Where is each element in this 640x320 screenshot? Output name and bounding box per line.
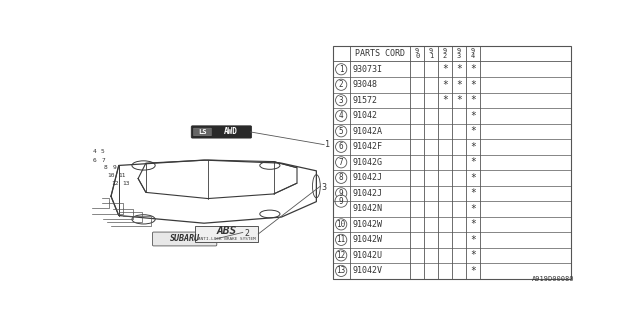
Text: SUBARU: SUBARU: [170, 235, 200, 244]
Text: *: *: [470, 95, 476, 105]
Text: *: *: [470, 235, 476, 245]
Text: 5: 5: [100, 149, 104, 154]
Text: *: *: [470, 80, 476, 90]
Text: *: *: [442, 95, 448, 105]
Text: *: *: [470, 204, 476, 214]
Text: 9: 9: [113, 165, 116, 170]
Text: 9: 9: [339, 189, 344, 198]
Text: 91042U: 91042U: [352, 251, 382, 260]
FancyBboxPatch shape: [152, 232, 217, 246]
Text: 9: 9: [339, 196, 344, 205]
Text: 1: 1: [339, 65, 344, 74]
Text: 10: 10: [337, 220, 346, 229]
Text: 91042J: 91042J: [352, 173, 382, 182]
Text: *: *: [470, 142, 476, 152]
Text: *: *: [456, 80, 462, 90]
Text: *: *: [470, 111, 476, 121]
Text: *: *: [470, 64, 476, 74]
Text: 12: 12: [337, 251, 346, 260]
Text: 93073I: 93073I: [352, 65, 382, 74]
Text: ABS: ABS: [216, 227, 237, 236]
Text: 3: 3: [322, 182, 327, 191]
Text: 91042V: 91042V: [352, 266, 382, 276]
Text: 13: 13: [123, 181, 130, 186]
Text: 7: 7: [339, 158, 344, 167]
Text: *: *: [470, 173, 476, 183]
Text: 91042N: 91042N: [352, 204, 382, 213]
Text: 11: 11: [119, 173, 126, 178]
Text: 91042A: 91042A: [352, 127, 382, 136]
Text: 1: 1: [325, 140, 330, 149]
Text: *: *: [470, 188, 476, 198]
Circle shape: [335, 195, 348, 207]
Text: 91042F: 91042F: [352, 142, 382, 151]
Text: 6: 6: [92, 157, 96, 163]
Text: 8: 8: [103, 165, 107, 170]
FancyBboxPatch shape: [193, 128, 211, 136]
Text: 5: 5: [339, 127, 344, 136]
Text: *: *: [456, 95, 462, 105]
Bar: [333, 46, 572, 279]
Text: A919D00080: A919D00080: [532, 276, 575, 283]
Text: *: *: [470, 250, 476, 260]
Text: 93048: 93048: [352, 80, 377, 89]
Text: 11: 11: [337, 236, 346, 244]
Text: *: *: [470, 219, 476, 229]
Text: AWD: AWD: [224, 127, 238, 136]
Text: 7: 7: [102, 157, 106, 163]
Text: 6: 6: [339, 142, 344, 151]
Text: 8: 8: [339, 173, 344, 182]
Text: PARTS CORD: PARTS CORD: [355, 49, 405, 58]
Text: 9
2: 9 2: [443, 48, 447, 60]
Text: *: *: [442, 64, 448, 74]
Text: 9
3: 9 3: [457, 48, 461, 60]
Text: 9
4: 9 4: [471, 48, 475, 60]
Text: 10: 10: [107, 173, 115, 178]
Text: 91572: 91572: [352, 96, 377, 105]
Text: *: *: [470, 266, 476, 276]
Text: 91042G: 91042G: [352, 158, 382, 167]
Text: 91042J: 91042J: [352, 189, 382, 198]
Text: 12: 12: [111, 181, 118, 186]
Text: 3: 3: [339, 96, 344, 105]
Text: *: *: [456, 64, 462, 74]
Text: 4: 4: [339, 111, 344, 120]
Text: 91042W: 91042W: [352, 220, 382, 229]
Text: *: *: [470, 157, 476, 167]
Text: 2: 2: [339, 80, 344, 89]
Text: 2: 2: [244, 229, 250, 238]
Text: 91042: 91042: [352, 111, 377, 120]
Text: ANTI-LOCK BRAKE SYSTEM: ANTI-LOCK BRAKE SYSTEM: [198, 237, 255, 241]
Text: *: *: [442, 80, 448, 90]
Bar: [195, 226, 259, 243]
Text: 9
1: 9 1: [429, 48, 433, 60]
Text: 9
0: 9 0: [415, 48, 419, 60]
Text: 13: 13: [337, 266, 346, 276]
Text: 91042W: 91042W: [352, 236, 382, 244]
FancyBboxPatch shape: [191, 126, 252, 138]
Text: LS: LS: [198, 129, 207, 135]
Text: *: *: [470, 126, 476, 136]
Text: 4: 4: [92, 149, 96, 154]
